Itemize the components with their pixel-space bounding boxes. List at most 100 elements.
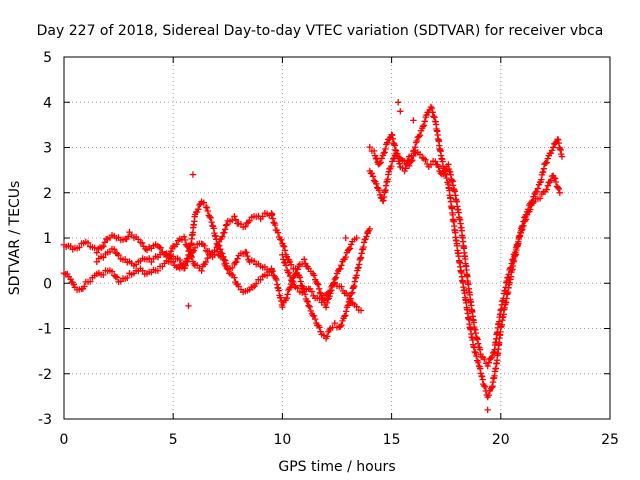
data-point: [310, 272, 318, 279]
data-point: [157, 244, 164, 252]
y-axis-label: SDTVAR / TECUs: [7, 181, 23, 296]
data-point: [268, 210, 275, 217]
data-point: [195, 206, 202, 213]
data-point: [348, 241, 355, 248]
data-point: [363, 233, 370, 240]
series-3: [93, 240, 273, 276]
data-point: [471, 348, 478, 356]
data-point: [223, 221, 231, 228]
data-point: [191, 244, 199, 251]
data-point: [213, 248, 221, 255]
data-point: [317, 290, 324, 297]
data-point: [263, 272, 271, 279]
data-point: [101, 239, 108, 246]
data-point: [278, 236, 285, 244]
x-tick-label: 20: [492, 432, 510, 448]
data-point: [355, 264, 362, 271]
data-point: [512, 244, 520, 251]
data-point: [344, 302, 352, 309]
outlier-point: [397, 108, 404, 115]
data-point: [504, 274, 512, 281]
data-point: [357, 307, 365, 314]
data-point: [100, 271, 107, 279]
data-point: [378, 155, 385, 162]
data-point: [181, 236, 189, 244]
data-point: [550, 144, 557, 151]
data-point: [279, 303, 286, 311]
data-point: [370, 177, 378, 184]
data-point: [394, 150, 401, 158]
data-point: [342, 253, 349, 261]
series-1: [60, 210, 273, 274]
data-point: [320, 296, 327, 303]
data-point: [373, 155, 380, 163]
data-point: [259, 213, 266, 220]
data-point: [233, 258, 240, 266]
data-point: [315, 285, 323, 292]
data-point: [280, 256, 287, 263]
data-point: [271, 221, 279, 229]
data-point: [337, 265, 344, 272]
data-point: [427, 161, 435, 168]
data-point: [154, 267, 162, 274]
data-point: [202, 258, 210, 266]
data-point: [346, 245, 354, 252]
data-points: [60, 99, 566, 414]
data-point: [196, 201, 203, 209]
data-point: [190, 247, 198, 254]
data-point: [435, 163, 442, 170]
data-point: [543, 159, 550, 166]
data-point: [548, 147, 556, 154]
data-point: [432, 158, 439, 165]
data-point: [366, 225, 373, 233]
data-point: [358, 250, 365, 257]
data-point: [314, 280, 321, 287]
data-point: [269, 215, 277, 222]
series-6: [279, 251, 362, 314]
data-point: [431, 114, 438, 121]
data-point: [215, 242, 223, 249]
data-point: [204, 207, 211, 215]
data-point: [427, 103, 435, 111]
data-point: [402, 165, 409, 172]
data-point: [91, 244, 98, 252]
y-tick-label: -1: [38, 322, 52, 338]
data-point: [536, 195, 544, 202]
data-point: [344, 292, 352, 299]
data-point: [283, 295, 290, 302]
data-point: [490, 349, 497, 357]
data-point: [556, 189, 563, 196]
data-point: [515, 238, 522, 245]
data-point: [343, 308, 350, 315]
data-point: [331, 319, 338, 327]
data-point: [322, 304, 330, 311]
data-point: [284, 291, 291, 298]
data-point: [487, 354, 495, 362]
data-point: [285, 269, 293, 277]
data-point: [508, 260, 515, 267]
x-tick-label: 15: [383, 432, 401, 448]
data-point: [291, 282, 298, 290]
data-point: [324, 333, 331, 340]
y-tick-label: 2: [43, 186, 52, 202]
data-point: [304, 298, 311, 305]
data-point: [292, 271, 299, 278]
data-point: [420, 122, 428, 129]
data-point: [388, 162, 395, 170]
data-point: [244, 252, 251, 260]
data-point: [416, 132, 424, 139]
data-point: [70, 281, 77, 288]
data-point: [505, 271, 512, 278]
data-point: [485, 392, 492, 399]
data-point: [510, 255, 517, 263]
data-point: [173, 241, 180, 248]
data-point: [381, 149, 388, 156]
x-tick-label: 0: [60, 432, 69, 448]
data-point: [409, 157, 416, 164]
data-point: [115, 252, 122, 259]
data-point: [529, 200, 536, 207]
data-point: [294, 266, 301, 273]
data-point: [392, 146, 399, 154]
data-point: [221, 229, 228, 236]
data-point: [286, 258, 294, 265]
